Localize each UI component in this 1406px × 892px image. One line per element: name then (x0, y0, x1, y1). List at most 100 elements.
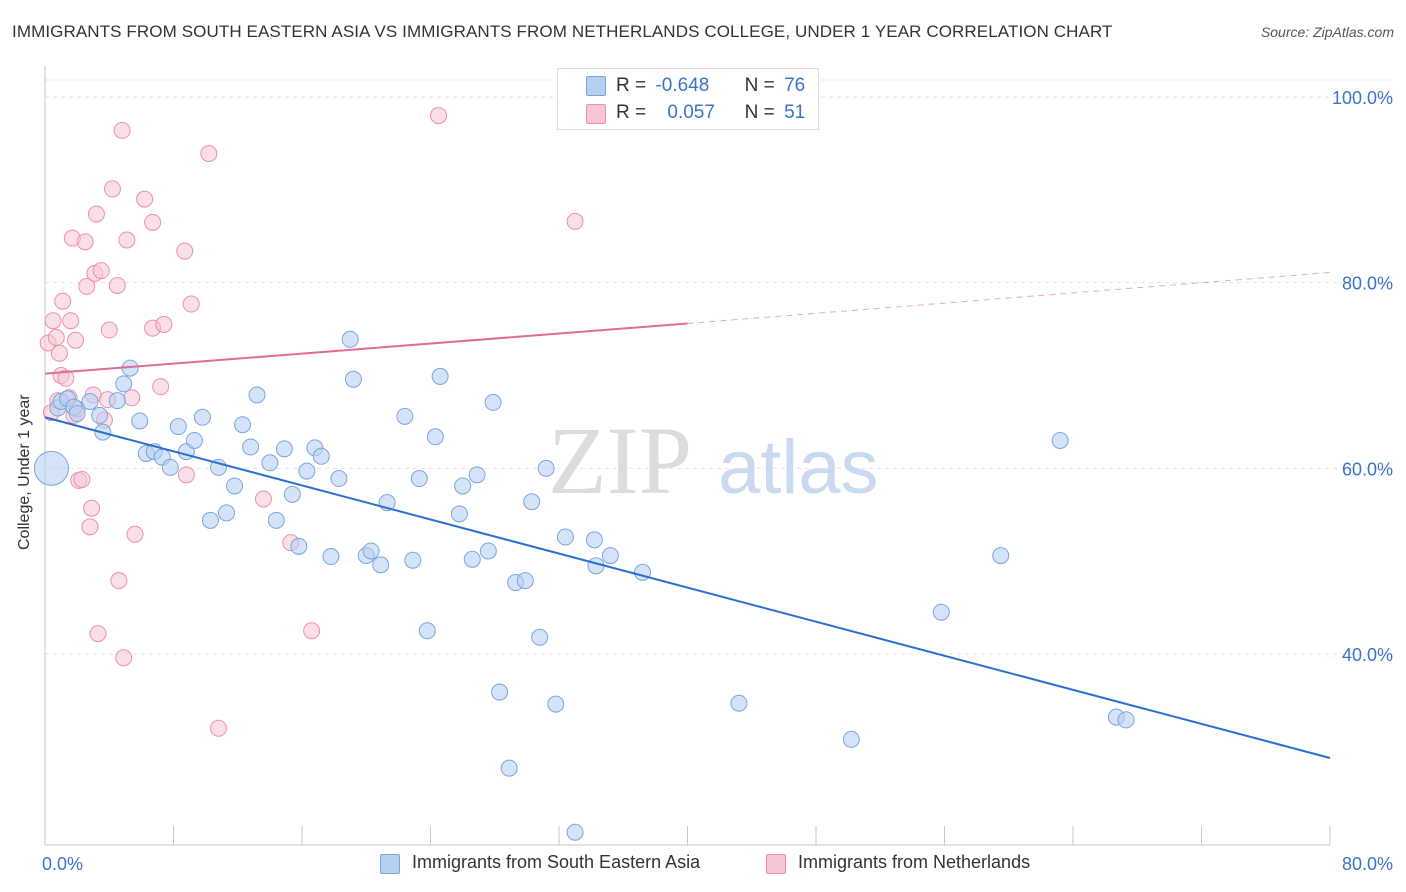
legend-label-sea: Immigrants from South Eastern Asia (412, 852, 701, 872)
point-netherlands (100, 321, 118, 339)
point-netherlands (76, 233, 94, 251)
point-sea (341, 330, 359, 348)
point-netherlands (118, 231, 136, 249)
legend-swatch-sea (380, 854, 400, 874)
point-sea (531, 628, 549, 646)
point-netherlands (123, 389, 141, 407)
legend-label-netherlands: Immigrants from Netherlands (798, 852, 1031, 872)
point-netherlands (78, 277, 96, 295)
point-netherlands (136, 190, 154, 208)
point-sea (992, 547, 1010, 565)
point-sea (730, 694, 748, 712)
point-sea (372, 556, 390, 574)
correlation-legend: R = -0.648 N = 76 R = 0.057 N = 51 (557, 68, 819, 130)
y-tick-label: 40.0% (1342, 645, 1393, 665)
point-netherlands (87, 205, 105, 223)
point-sea (547, 695, 565, 713)
point-sea (275, 440, 293, 458)
point-sea (226, 477, 244, 495)
point-sea (81, 392, 99, 410)
x-tick-label-min: 0.0% (42, 854, 83, 874)
legend-swatch-sea (586, 76, 606, 96)
point-netherlands (254, 490, 272, 508)
point-sea (193, 408, 211, 426)
r-value: 0.057 (667, 102, 715, 123)
point-netherlands (115, 649, 133, 667)
point-netherlands (47, 328, 65, 346)
series-legend: Immigrants from South Eastern Asia Immig… (0, 852, 1406, 878)
point-sea (404, 551, 422, 569)
point-netherlands (152, 378, 170, 396)
point-sea (185, 431, 203, 449)
point-sea (261, 454, 279, 472)
point-sea (431, 367, 449, 385)
trend-lines (44, 271, 1331, 759)
point-sea (290, 537, 308, 555)
n-label: N = (744, 75, 775, 96)
point-netherlands (81, 518, 99, 536)
point-netherlands (430, 107, 448, 125)
point-sea (842, 730, 860, 748)
x-tick-label-max: 80.0% (1342, 854, 1393, 874)
point-sea (454, 477, 472, 495)
watermark-atlas: atlas (718, 425, 879, 510)
point-sea (500, 759, 518, 777)
point-sea (450, 505, 468, 523)
point-netherlands (566, 212, 584, 230)
point-netherlands (73, 470, 91, 488)
point-sea (1117, 711, 1135, 729)
point-sea (242, 438, 260, 456)
point-netherlands (83, 499, 101, 517)
point-sea (115, 375, 133, 393)
point-sea (1051, 431, 1069, 449)
point-sea (523, 493, 541, 511)
point-netherlands (103, 180, 121, 198)
point-sea (463, 550, 481, 568)
point-netherlands (177, 466, 195, 484)
grid-lines (45, 79, 1392, 655)
y-tick-label: 100.0% (1332, 88, 1393, 108)
point-netherlands (303, 622, 321, 640)
point-sea (484, 393, 502, 411)
trend-line-netherlands-extension (687, 271, 1331, 325)
point-sea (68, 405, 86, 423)
point-netherlands (176, 242, 194, 260)
point-sea (248, 386, 266, 404)
point-sea (566, 823, 584, 841)
point-netherlands (182, 295, 200, 313)
point-sea (932, 603, 950, 621)
point-netherlands (108, 276, 126, 294)
point-sea (556, 528, 574, 546)
series-sea-points (33, 330, 1135, 841)
chart-title: IMMIGRANTS FROM SOUTH EASTERN ASIA VS IM… (12, 22, 1113, 41)
point-netherlands (200, 145, 218, 163)
point-sea (267, 511, 285, 529)
legend-swatch-netherlands (586, 104, 606, 124)
point-sea (491, 683, 509, 701)
point-netherlands (126, 525, 144, 543)
point-sea (601, 547, 619, 565)
point-sea (344, 370, 362, 388)
point-sea-large (33, 450, 69, 486)
r-label: R = (616, 102, 647, 123)
point-netherlands (89, 625, 107, 643)
source-label: Source: ZipAtlas.com (1260, 24, 1394, 40)
trend-line-netherlands (44, 322, 688, 375)
legend-row-netherlands: R = 0.057 N = 51 (616, 102, 805, 126)
point-sea (479, 542, 497, 560)
r-label: R = (616, 75, 647, 96)
point-netherlands (54, 292, 72, 310)
legend-row-sea: R = -0.648 N = 76 (616, 75, 805, 99)
point-sea (362, 542, 380, 560)
point-sea (516, 572, 534, 590)
point-sea (410, 470, 428, 488)
point-sea (468, 466, 486, 484)
point-sea (91, 406, 109, 424)
y-axis-label: College, Under 1 year (16, 394, 33, 550)
point-netherlands (67, 331, 85, 349)
y-tick-label: 80.0% (1342, 274, 1393, 294)
point-netherlands (209, 719, 227, 737)
point-sea (283, 485, 301, 503)
point-sea (585, 531, 603, 549)
